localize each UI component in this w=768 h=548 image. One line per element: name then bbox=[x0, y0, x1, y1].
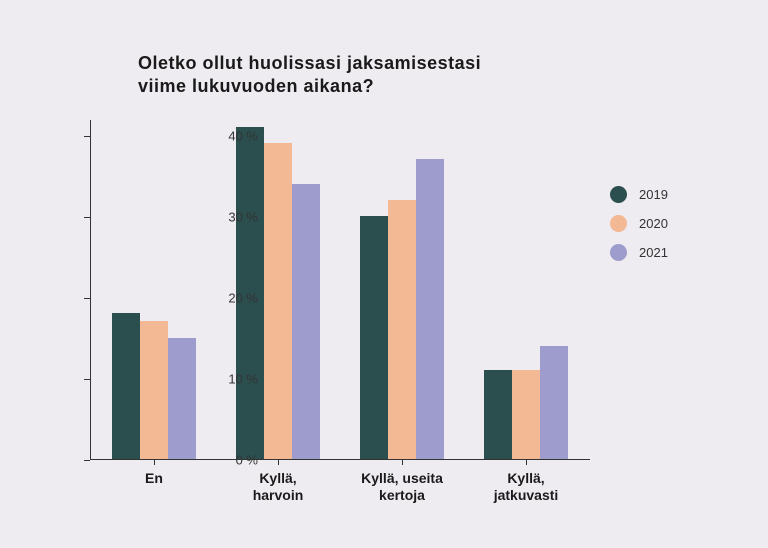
x-tick bbox=[402, 459, 403, 465]
title-line-2: viime lukuvuoden aikana? bbox=[138, 76, 374, 96]
chart-title: Oletko ollut huolissasi jaksamisestasi v… bbox=[138, 52, 481, 99]
bar bbox=[292, 184, 320, 459]
y-tick-label: 40 % bbox=[228, 129, 258, 144]
y-tick bbox=[84, 136, 90, 137]
x-tick-label: En bbox=[145, 470, 163, 487]
x-tick bbox=[154, 459, 155, 465]
bar bbox=[416, 159, 444, 459]
legend-swatch bbox=[610, 244, 627, 261]
y-tick bbox=[84, 379, 90, 380]
legend-label: 2020 bbox=[639, 216, 668, 231]
legend-item: 2021 bbox=[610, 244, 668, 261]
x-tick bbox=[526, 459, 527, 465]
legend: 2019 2020 2021 bbox=[610, 186, 668, 273]
y-tick-label: 0 % bbox=[236, 453, 258, 468]
chart-container: Oletko ollut huolissasi jaksamisestasi v… bbox=[0, 0, 768, 548]
y-tick bbox=[84, 460, 90, 461]
y-tick bbox=[84, 298, 90, 299]
bar bbox=[140, 321, 168, 459]
x-axis bbox=[90, 459, 590, 460]
x-tick bbox=[278, 459, 279, 465]
legend-item: 2019 bbox=[610, 186, 668, 203]
x-tick-label: Kyllä, useitakertoja bbox=[361, 470, 443, 504]
bar bbox=[540, 346, 568, 459]
bar bbox=[112, 313, 140, 459]
bar bbox=[264, 143, 292, 459]
y-tick-label: 10 % bbox=[228, 372, 258, 387]
y-tick-label: 20 % bbox=[228, 291, 258, 306]
legend-label: 2021 bbox=[639, 245, 668, 260]
y-tick-label: 30 % bbox=[228, 210, 258, 225]
plot-area: EnKyllä,harvoinKyllä, useitakertojaKyllä… bbox=[90, 120, 590, 460]
legend-label: 2019 bbox=[639, 187, 668, 202]
x-tick-label: Kyllä,jatkuvasti bbox=[494, 470, 559, 504]
bar bbox=[388, 200, 416, 459]
bar bbox=[168, 338, 196, 459]
bar bbox=[360, 216, 388, 459]
x-tick-label: Kyllä,harvoin bbox=[253, 470, 304, 504]
title-line-1: Oletko ollut huolissasi jaksamisestasi bbox=[138, 53, 481, 73]
y-tick bbox=[84, 217, 90, 218]
bar bbox=[512, 370, 540, 459]
legend-swatch bbox=[610, 215, 627, 232]
legend-swatch bbox=[610, 186, 627, 203]
bar bbox=[484, 370, 512, 459]
y-axis bbox=[90, 120, 91, 460]
legend-item: 2020 bbox=[610, 215, 668, 232]
